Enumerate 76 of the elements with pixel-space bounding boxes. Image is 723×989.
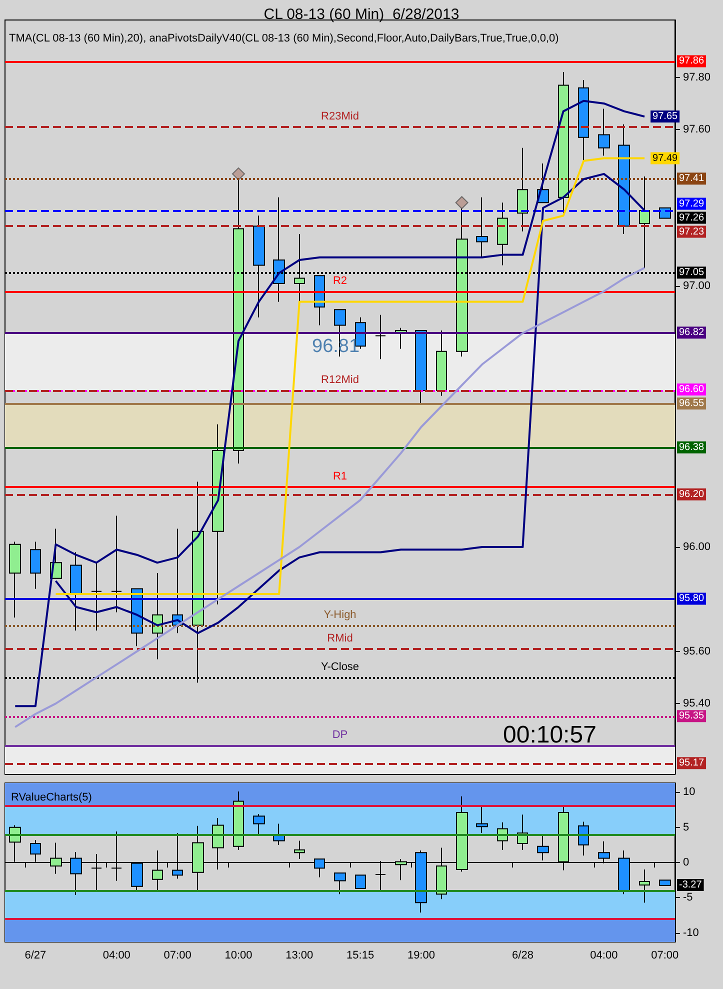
x-tick-label: 6/28 (512, 950, 534, 962)
ref-line-label: RMid (327, 632, 353, 644)
ref-line-label: Y-Close (320, 660, 360, 673)
candlestick (111, 515, 122, 613)
x-tick-label: 6/27 (24, 950, 46, 962)
candlestick (618, 124, 630, 234)
y-tick-label: 10 (683, 786, 696, 798)
ref-line-label: 97.41 (679, 173, 704, 184)
candlestick (9, 541, 21, 618)
ref-line-label: 96.82 (679, 327, 704, 338)
y-tick-label: 96.00 (683, 541, 711, 554)
ref-line-label: 96.60 (679, 384, 704, 395)
ref-line-label: 97.05 (679, 267, 704, 278)
candlestick (558, 72, 569, 214)
y-tick-label: -10 (683, 926, 699, 939)
candlestick (30, 541, 41, 590)
ref-line-label: R23Mid (321, 110, 359, 122)
y-tick-label: 97.80 (683, 71, 711, 84)
candlestick (70, 552, 82, 632)
ref-line-label: Y-High (324, 608, 356, 621)
ref-line-label: 97.29 (679, 198, 704, 210)
y-tick-label: 5 (683, 821, 690, 834)
x-tick-label: 10:00 (224, 950, 252, 962)
candlestick (233, 790, 244, 850)
chart-title: CL 08-13 (60 Min) 6/28/2013 (264, 6, 460, 23)
ref-line-label: 95.35 (679, 710, 704, 722)
x-tick-label: 07:00 (164, 950, 192, 962)
x-tick-label: 04:00 (102, 950, 130, 962)
candlestick (476, 196, 488, 258)
data-label: 97.65 (652, 111, 678, 122)
ref-line-label: 95.80 (679, 593, 704, 604)
ref-line-label: 97.86 (679, 56, 704, 67)
candlestick (639, 176, 650, 268)
ref-line-label: R12Mid (321, 374, 359, 386)
text: RValueCharts(5) (11, 792, 92, 804)
candlestick (639, 869, 650, 904)
y-tick-label: 97.60 (683, 124, 711, 136)
candlestick (355, 874, 366, 890)
candlestick (415, 330, 427, 404)
candlestick (578, 821, 589, 856)
annotation: 97.26 (679, 212, 704, 224)
y-tick-label: -5 (683, 892, 693, 904)
ref-line-label: 97.23 (679, 226, 704, 238)
data-label: 97.49 (652, 152, 678, 164)
ref-line-label: 96.38 (679, 442, 704, 453)
x-tick-label: 15:15 (346, 950, 374, 962)
x-tick-label: 19:00 (407, 950, 435, 962)
annotation: -3.27 (679, 880, 702, 891)
x-tick-label: 07:00 (651, 950, 679, 962)
candlestick (294, 840, 305, 860)
candlestick (497, 202, 508, 266)
y-tick-label: 95.60 (683, 645, 711, 658)
x-tick-label: 04:00 (590, 950, 618, 962)
candlestick (659, 880, 671, 886)
ref-line-label: 95.17 (679, 758, 704, 769)
candlestick (91, 562, 102, 632)
candlestick (517, 147, 528, 232)
candlestick (598, 108, 610, 156)
candlestick (375, 314, 386, 360)
annotation: 00:10:57 (503, 722, 596, 748)
candlestick (253, 813, 265, 836)
y-tick-label: 0 (683, 856, 690, 868)
y-tick-label: 97.00 (683, 280, 711, 292)
candlestick (334, 872, 346, 895)
ref-line-label: 96.20 (679, 488, 704, 500)
ref-line-label: R1 (332, 470, 348, 483)
ref-line-label: R2 (332, 274, 348, 287)
candlestick (436, 330, 447, 396)
candlestick (476, 805, 488, 834)
candlestick (578, 80, 589, 162)
ref-line-label: 96.55 (679, 398, 704, 409)
line-series (14, 100, 646, 708)
ref-line-label: DP (332, 728, 348, 741)
y-tick-label: 95.40 (683, 698, 711, 710)
text: TMA(CL 08-13 (60 Min),20), anaPivotsDailyV40(CL 08-13 (60 Min),Second,Floor,Auto,DailyBars,True,True,0,0,0) (9, 32, 559, 44)
x-tick-label: 13:00 (286, 950, 314, 962)
